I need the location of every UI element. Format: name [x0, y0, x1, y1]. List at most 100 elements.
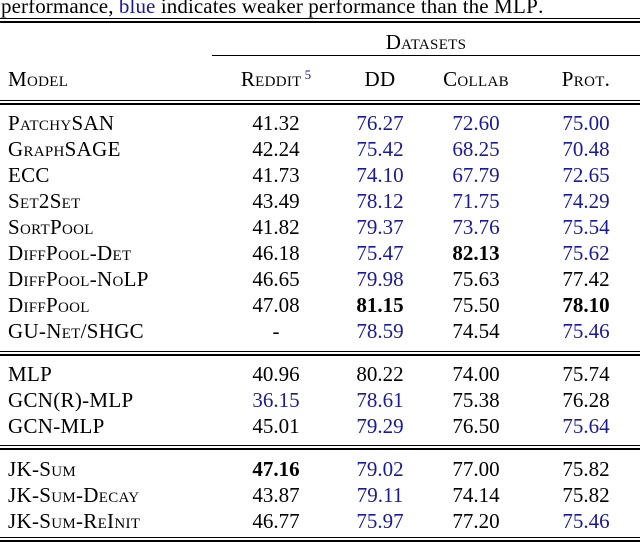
table-section: JK-Sum 47.16 79.02 77.00 75.82 JK-Sum-De… [0, 450, 640, 536]
value-cell: 43.87 [252, 483, 300, 507]
model-cell: GraphSAGE [8, 137, 121, 161]
value-cell: 75.74 [562, 362, 610, 386]
value-cell: 74.14 [452, 483, 500, 507]
table-row: MLP 40.96 80.22 74.00 75.74 [0, 361, 640, 387]
value-cell: 46.65 [252, 267, 300, 291]
value-cell: 77.20 [452, 509, 500, 533]
value-cell: 42.24 [252, 137, 300, 161]
value-cell: 81.15 [356, 293, 404, 317]
table-row: JK-Sum 47.16 79.02 77.00 75.82 [0, 456, 640, 482]
value-cell: 78.59 [356, 319, 404, 343]
caption-blue-word: blue [118, 0, 156, 18]
value-cell: - [272, 319, 280, 343]
value-cell: 75.62 [562, 241, 610, 265]
value-cell: 75.54 [562, 215, 610, 239]
value-cell: 75.42 [356, 137, 404, 161]
table-row: GCN(R)-MLP 36.15 78.61 75.38 76.28 [0, 387, 640, 413]
table-section: MLP 40.96 80.22 74.00 75.74 GCN(R)-MLP 3… [0, 356, 640, 444]
value-cell: 75.50 [452, 293, 500, 317]
value-cell: 79.29 [356, 414, 404, 438]
value-cell: 79.02 [356, 457, 404, 481]
table-row: ECC 41.73 74.10 67.79 72.65 [0, 162, 640, 188]
model-cell: MLP [8, 362, 53, 386]
model-cell: SortPool [8, 215, 94, 239]
value-cell: 46.77 [252, 509, 300, 533]
value-cell: 76.28 [562, 388, 610, 412]
value-cell: 74.10 [356, 163, 404, 187]
value-cell: 75.97 [356, 509, 404, 533]
value-cell: 75.82 [562, 483, 610, 507]
table-row: DiffPool-Det 46.18 75.47 82.13 75.62 [0, 240, 640, 266]
column-header-row: Model Reddit 5 DD Collab Prot. [0, 56, 640, 99]
value-cell: 79.98 [356, 267, 404, 291]
caption: performance, blue indicates weaker perfo… [1, 0, 640, 17]
model-cell: PatchySAN [8, 111, 115, 135]
value-cell: 74.54 [452, 319, 500, 343]
caption-text: performance, [1, 0, 119, 18]
column-header-model: Model [8, 67, 69, 91]
reddit-label: Reddit [240, 67, 302, 91]
spacer [0, 23, 212, 56]
table-row: SortPool 41.82 79.37 73.76 75.54 [0, 214, 640, 240]
value-cell: 74.00 [452, 362, 500, 386]
value-cell: 82.13 [452, 241, 500, 265]
value-cell: 70.48 [562, 137, 610, 161]
value-cell: 47.08 [252, 293, 300, 317]
reddit-footnote-superscript: 5 [304, 67, 312, 82]
table-row: PatchySAN 41.32 76.27 72.60 75.00 [0, 110, 640, 136]
model-cell: JK-Sum-ReInit [8, 509, 141, 533]
model-cell: GCN(R)-MLP [8, 388, 134, 412]
value-cell: 71.75 [452, 189, 500, 213]
column-header-prot: Prot. [561, 67, 611, 91]
table-body: PatchySAN 41.32 76.27 72.60 75.00 GraphS… [0, 105, 640, 542]
model-cell: JK-Sum-Decay [8, 483, 140, 507]
value-cell: 75.64 [562, 414, 610, 438]
model-cell: DiffPool [8, 293, 90, 317]
value-cell: 68.25 [452, 137, 500, 161]
table-row: GU-Net/SHGC - 78.59 74.54 75.46 [0, 318, 640, 344]
value-cell: 79.37 [356, 215, 404, 239]
value-cell: 76.50 [452, 414, 500, 438]
table-top-rule [0, 18, 640, 23]
datasets-group-header: Datasets [212, 23, 640, 56]
section-divider-rule [0, 351, 640, 356]
value-cell: 79.11 [356, 483, 404, 507]
value-cell: 75.63 [452, 267, 500, 291]
table-section: PatchySAN 41.32 76.27 72.60 75.00 GraphS… [0, 105, 640, 350]
value-cell: 72.65 [562, 163, 610, 187]
model-cell: GU-Net/SHGC [8, 319, 144, 343]
value-cell: 77.42 [562, 267, 610, 291]
value-cell: 76.27 [356, 111, 404, 135]
value-cell: 75.46 [562, 319, 610, 343]
value-cell: 74.29 [562, 189, 610, 213]
table-row: GCN-MLP 45.01 79.29 76.50 75.64 [0, 413, 640, 439]
column-header-reddit: Reddit 5 [212, 62, 340, 92]
header-bottom-rule [0, 100, 640, 105]
value-cell: 75.00 [562, 111, 610, 135]
value-cell: 78.61 [356, 388, 404, 412]
value-cell: 75.82 [562, 457, 610, 481]
value-cell: 75.47 [356, 241, 404, 265]
table-row: DiffPool-NoLP 46.65 79.98 75.63 77.42 [0, 266, 640, 292]
model-cell: GCN-MLP [8, 414, 105, 438]
value-cell: 43.49 [252, 189, 300, 213]
value-cell: 75.38 [452, 388, 500, 412]
value-cell: 75.46 [562, 509, 610, 533]
value-cell: 67.79 [452, 163, 500, 187]
value-cell: 45.01 [252, 414, 300, 438]
model-cell: ECC [8, 163, 50, 187]
column-header-dd: DD [364, 67, 396, 91]
model-cell: DiffPool-NoLP [8, 267, 149, 291]
value-cell: 36.15 [252, 388, 300, 412]
table-row: DiffPool 47.08 81.15 75.50 78.10 [0, 292, 640, 318]
value-cell: 72.60 [452, 111, 500, 135]
value-cell: 78.12 [356, 189, 404, 213]
caption-text: indicates weaker performance than the [155, 0, 495, 18]
caption-mlp-word: MLP [494, 0, 539, 18]
value-cell: 46.18 [252, 241, 300, 265]
value-cell: 80.22 [356, 362, 404, 386]
table-row: JK-Sum-ReInit 46.77 75.97 77.20 75.46 [0, 508, 640, 534]
table-row: Set2Set 43.49 78.12 71.75 74.29 [0, 188, 640, 214]
model-cell: DiffPool-Det [8, 241, 132, 265]
